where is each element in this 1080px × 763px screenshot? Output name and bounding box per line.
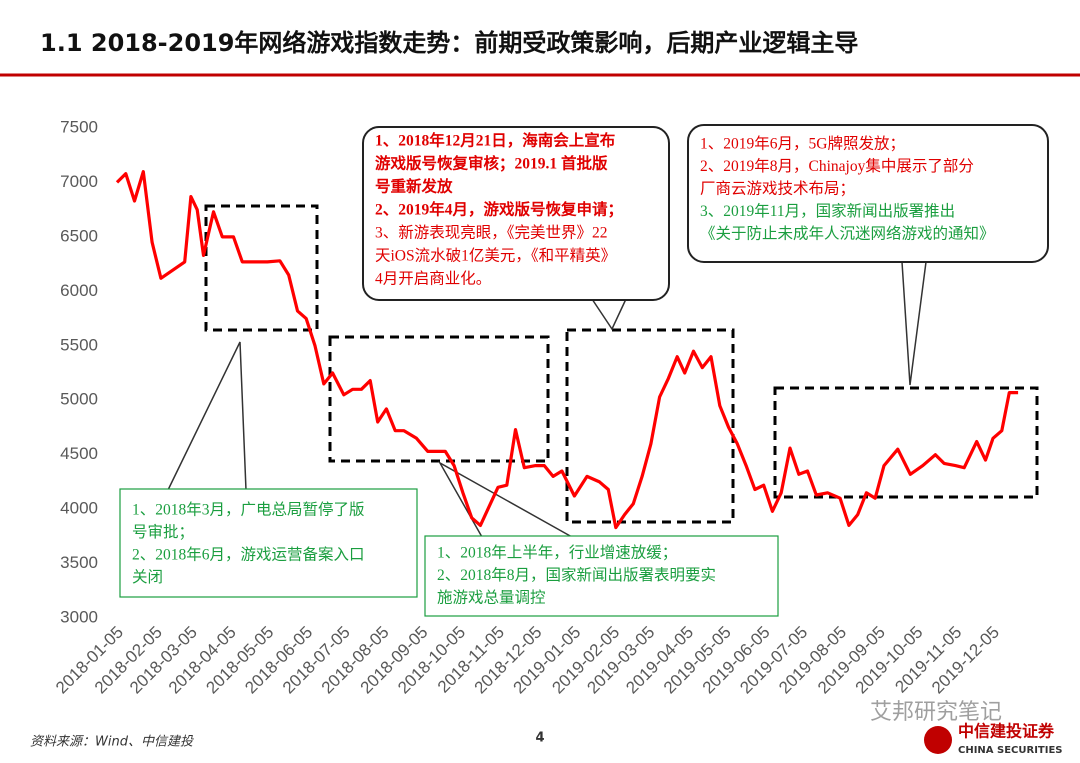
annotation-text: 2、2019年8月，Chinajoy集中展示了部分 — [700, 157, 974, 175]
annotation-text: 号重新发放 — [375, 177, 453, 196]
annotation-text: 2、2018年8月，国家新闻出版署表明要实 — [437, 566, 716, 584]
logo-mark — [924, 726, 952, 754]
annotation-box — [687, 124, 1049, 263]
annotation-text: 天iOS流水破1亿美元，《和平精英》 — [375, 247, 616, 265]
annotation-text: 游戏版号恢复审核；2019.1 首批版 — [375, 154, 608, 173]
y-tick-label: 3000 — [60, 607, 98, 626]
logo-cn: 中信建投证券 — [958, 722, 1055, 741]
annotation-box — [119, 488, 418, 598]
region-box — [328, 335, 550, 463]
annotation-text: 4月开启商业化。 — [375, 270, 491, 288]
y-tick-label: 7500 — [60, 117, 98, 136]
annotation-text: 号审批； — [132, 523, 194, 541]
annotation-text: 1、2018年上半年，行业增速放缓； — [437, 544, 677, 562]
leaders — [167, 261, 927, 538]
y-tick-label: 4000 — [60, 499, 98, 518]
watermark: 艾邦研究笔记 — [870, 700, 1002, 725]
y-tick-label: 7000 — [60, 172, 98, 191]
region-box — [773, 386, 1039, 499]
y-tick-label: 6000 — [60, 281, 98, 300]
leader — [901, 261, 927, 386]
y-tick-label: 5000 — [60, 390, 98, 409]
leader — [167, 341, 247, 491]
slide-title: 1.1 2018-2019年网络游戏指数走势：前期受政策影响，后期产业逻辑主导 — [40, 29, 858, 57]
annotation-text: 关闭 — [132, 568, 163, 586]
annotation-text: 2、2019年4月，游戏版号恢复申请； — [375, 200, 623, 219]
y-tick-label: 4500 — [60, 444, 98, 463]
annotation: 1、2018年上半年，行业增速放缓； 2、2018年8月，国家新闻出版署表明要实施… — [424, 535, 779, 617]
annotation: 1、2019年6月，5G牌照发放； 2、2019年8月，Chinajoy集中展示了… — [687, 124, 1049, 263]
dashed-regions — [204, 204, 1039, 524]
y-tick-label: 6500 — [60, 226, 98, 245]
region-box — [565, 328, 735, 524]
y-tick-label: 5500 — [60, 335, 98, 354]
leader — [591, 298, 627, 331]
annotation-text: 2、2018年6月，游戏运营备案入口 — [132, 546, 365, 564]
source: 资料来源：Wind、中信建投 — [30, 735, 194, 750]
annotation-text: 3、新游表现亮眼，《完美世界》22 — [375, 224, 608, 242]
annotation-text: 施游戏总量调控 — [437, 589, 546, 607]
annotation-text: 1、2018年3月，广电总局暂停了版 — [132, 501, 365, 519]
logo-en: CHINA SECURITIES — [958, 745, 1063, 756]
annotation-box — [424, 535, 779, 617]
annotation-box — [362, 126, 670, 301]
index-line — [115, 170, 1019, 530]
region-box — [204, 204, 319, 332]
leader — [438, 461, 573, 538]
annotation-text: 1、2018年12月21日，海南会上宣布 — [375, 131, 615, 150]
page-number: 4 — [535, 731, 544, 746]
annotation-text: 3、2019年11月，国家新闻出版署推出 — [700, 202, 955, 220]
annotation-text: 1、2019年6月，5G牌照发放； — [700, 135, 905, 153]
y-tick-label: 3500 — [60, 553, 98, 572]
annotation-text: 厂商云游戏技术布局； — [700, 180, 855, 198]
annotation-text: 《关于防止未成年人沉迷网络游戏的通知》 — [700, 225, 995, 243]
